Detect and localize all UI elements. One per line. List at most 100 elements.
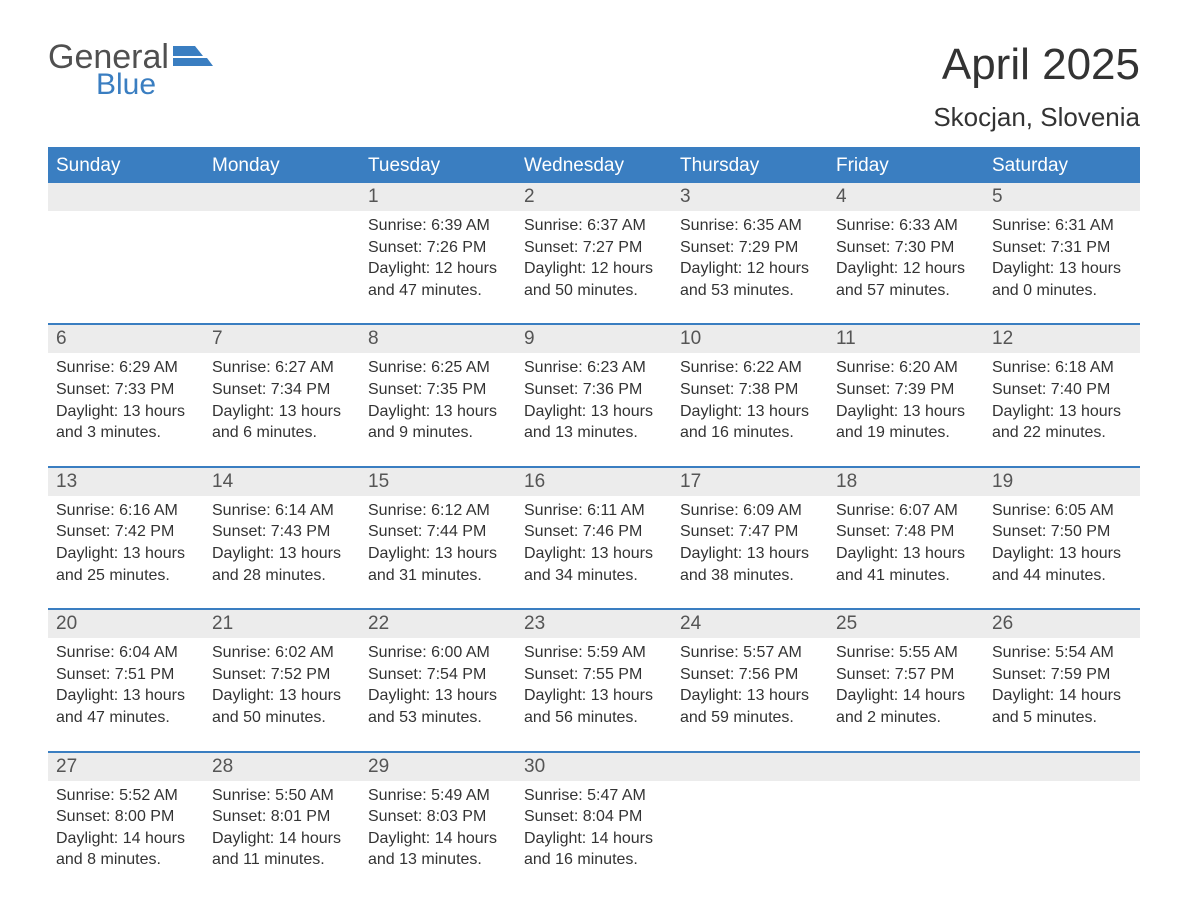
daylight-text: Daylight: 14 hours and 5 minutes.: [992, 685, 1132, 728]
day-number: 19: [984, 468, 1140, 496]
sunrise-text: Sunrise: 6:22 AM: [680, 357, 820, 379]
day-detail: Sunrise: 6:18 AMSunset: 7:40 PMDaylight:…: [984, 353, 1140, 443]
day-number: 14: [204, 468, 360, 496]
day-number: 11: [828, 325, 984, 353]
day-detail: Sunrise: 6:14 AMSunset: 7:43 PMDaylight:…: [204, 496, 360, 586]
week-block: 12345Sunrise: 6:39 AMSunset: 7:26 PMDayl…: [48, 183, 1140, 301]
sunrise-text: Sunrise: 6:35 AM: [680, 215, 820, 237]
sunset-text: Sunset: 7:33 PM: [56, 379, 196, 401]
day-number: 16: [516, 468, 672, 496]
daylight-text: Daylight: 13 hours and 53 minutes.: [368, 685, 508, 728]
sunrise-text: Sunrise: 5:49 AM: [368, 785, 508, 807]
day-number: 5: [984, 183, 1140, 211]
logo: General Blue: [48, 40, 213, 100]
day-number-row: 13141516171819: [48, 468, 1140, 496]
day-detail: [204, 211, 360, 301]
day-detail: Sunrise: 6:23 AMSunset: 7:36 PMDaylight:…: [516, 353, 672, 443]
daylight-text: Daylight: 13 hours and 25 minutes.: [56, 543, 196, 586]
day-number-row: 6789101112: [48, 325, 1140, 353]
day-number: 12: [984, 325, 1140, 353]
daylight-text: Daylight: 12 hours and 50 minutes.: [524, 258, 664, 301]
sunset-text: Sunset: 7:50 PM: [992, 521, 1132, 543]
day-number-row: 12345: [48, 183, 1140, 211]
day-number: 28: [204, 753, 360, 781]
sunrise-text: Sunrise: 6:16 AM: [56, 500, 196, 522]
day-detail: Sunrise: 6:37 AMSunset: 7:27 PMDaylight:…: [516, 211, 672, 301]
sunrise-text: Sunrise: 5:54 AM: [992, 642, 1132, 664]
day-detail: Sunrise: 6:09 AMSunset: 7:47 PMDaylight:…: [672, 496, 828, 586]
daylight-text: Daylight: 13 hours and 13 minutes.: [524, 401, 664, 444]
sunrise-text: Sunrise: 6:00 AM: [368, 642, 508, 664]
daylight-text: Daylight: 13 hours and 56 minutes.: [524, 685, 664, 728]
location: Skocjan, Slovenia: [933, 102, 1140, 133]
weekday-header: Friday: [828, 149, 984, 183]
sunrise-text: Sunrise: 5:47 AM: [524, 785, 664, 807]
week-block: 27282930Sunrise: 5:52 AMSunset: 8:00 PMD…: [48, 751, 1140, 871]
sunrise-text: Sunrise: 5:59 AM: [524, 642, 664, 664]
logo-flag-icon: [173, 44, 213, 73]
daylight-text: Daylight: 13 hours and 0 minutes.: [992, 258, 1132, 301]
day-detail: Sunrise: 6:33 AMSunset: 7:30 PMDaylight:…: [828, 211, 984, 301]
day-detail: [828, 781, 984, 871]
sunset-text: Sunset: 7:48 PM: [836, 521, 976, 543]
calendar: Sunday Monday Tuesday Wednesday Thursday…: [48, 147, 1140, 871]
day-detail: Sunrise: 6:07 AMSunset: 7:48 PMDaylight:…: [828, 496, 984, 586]
day-number: 9: [516, 325, 672, 353]
daylight-text: Daylight: 12 hours and 53 minutes.: [680, 258, 820, 301]
daylight-text: Daylight: 12 hours and 57 minutes.: [836, 258, 976, 301]
day-number: [48, 183, 204, 211]
sunset-text: Sunset: 8:03 PM: [368, 806, 508, 828]
day-number: 2: [516, 183, 672, 211]
week-block: 20212223242526Sunrise: 6:04 AMSunset: 7:…: [48, 608, 1140, 728]
daylight-text: Daylight: 13 hours and 22 minutes.: [992, 401, 1132, 444]
weekday-header: Monday: [204, 149, 360, 183]
week-block: 13141516171819Sunrise: 6:16 AMSunset: 7:…: [48, 466, 1140, 586]
weekday-header: Wednesday: [516, 149, 672, 183]
sunrise-text: Sunrise: 6:27 AM: [212, 357, 352, 379]
day-detail-row: Sunrise: 5:52 AMSunset: 8:00 PMDaylight:…: [48, 781, 1140, 871]
weekday-header: Tuesday: [360, 149, 516, 183]
daylight-text: Daylight: 14 hours and 11 minutes.: [212, 828, 352, 871]
day-number-row: 20212223242526: [48, 610, 1140, 638]
day-number: 29: [360, 753, 516, 781]
day-number: 27: [48, 753, 204, 781]
daylight-text: Daylight: 13 hours and 59 minutes.: [680, 685, 820, 728]
weekday-header: Sunday: [48, 149, 204, 183]
day-detail: Sunrise: 6:25 AMSunset: 7:35 PMDaylight:…: [360, 353, 516, 443]
sunset-text: Sunset: 7:26 PM: [368, 237, 508, 259]
day-number: [984, 753, 1140, 781]
sunrise-text: Sunrise: 5:50 AM: [212, 785, 352, 807]
sunset-text: Sunset: 7:55 PM: [524, 664, 664, 686]
sunset-text: Sunset: 7:59 PM: [992, 664, 1132, 686]
weekday-header: Saturday: [984, 149, 1140, 183]
day-detail: Sunrise: 5:50 AMSunset: 8:01 PMDaylight:…: [204, 781, 360, 871]
sunrise-text: Sunrise: 5:55 AM: [836, 642, 976, 664]
sunset-text: Sunset: 7:51 PM: [56, 664, 196, 686]
daylight-text: Daylight: 13 hours and 47 minutes.: [56, 685, 196, 728]
daylight-text: Daylight: 14 hours and 2 minutes.: [836, 685, 976, 728]
sunrise-text: Sunrise: 6:05 AM: [992, 500, 1132, 522]
sunrise-text: Sunrise: 6:29 AM: [56, 357, 196, 379]
sunset-text: Sunset: 8:00 PM: [56, 806, 196, 828]
day-number: 24: [672, 610, 828, 638]
daylight-text: Daylight: 12 hours and 47 minutes.: [368, 258, 508, 301]
day-detail: Sunrise: 6:31 AMSunset: 7:31 PMDaylight:…: [984, 211, 1140, 301]
sunrise-text: Sunrise: 6:12 AM: [368, 500, 508, 522]
sunset-text: Sunset: 7:46 PM: [524, 521, 664, 543]
sunset-text: Sunset: 7:35 PM: [368, 379, 508, 401]
day-detail: [48, 211, 204, 301]
day-detail-row: Sunrise: 6:29 AMSunset: 7:33 PM Daylight:…: [48, 353, 1140, 443]
day-detail: Sunrise: 5:54 AMSunset: 7:59 PMDaylight:…: [984, 638, 1140, 728]
sunset-text: Sunset: 8:01 PM: [212, 806, 352, 828]
sunset-text: Sunset: 7:42 PM: [56, 521, 196, 543]
day-detail: Sunrise: 5:52 AMSunset: 8:00 PMDaylight:…: [48, 781, 204, 871]
day-number: 22: [360, 610, 516, 638]
day-detail: Sunrise: 6:29 AMSunset: 7:33 PMDaylight:…: [48, 353, 204, 443]
sunset-text: Sunset: 7:30 PM: [836, 237, 976, 259]
day-number: 13: [48, 468, 204, 496]
daylight-text: Daylight: 13 hours and 28 minutes.: [212, 543, 352, 586]
sunset-text: Sunset: 7:56 PM: [680, 664, 820, 686]
sunrise-text: Sunrise: 5:57 AM: [680, 642, 820, 664]
day-detail: [672, 781, 828, 871]
day-number: 21: [204, 610, 360, 638]
